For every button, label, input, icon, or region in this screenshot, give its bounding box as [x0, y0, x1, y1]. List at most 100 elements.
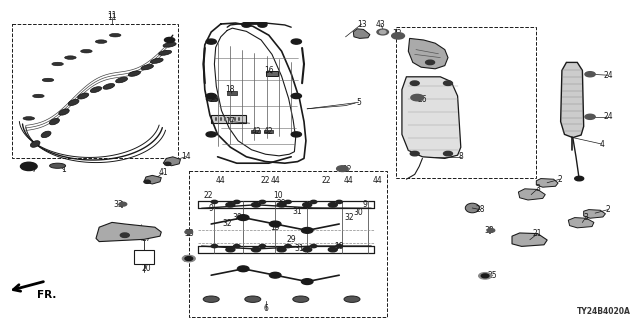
Circle shape — [479, 273, 492, 279]
Circle shape — [211, 244, 218, 248]
Circle shape — [20, 162, 37, 171]
Text: 19: 19 — [270, 223, 280, 232]
Circle shape — [426, 60, 435, 65]
Text: 25: 25 — [488, 271, 498, 280]
Text: 9: 9 — [209, 204, 214, 212]
Ellipse shape — [465, 203, 479, 213]
Circle shape — [487, 228, 495, 232]
Circle shape — [206, 132, 216, 137]
Circle shape — [237, 215, 249, 220]
Ellipse shape — [52, 62, 63, 66]
Text: 9: 9 — [362, 200, 367, 209]
Circle shape — [259, 200, 266, 204]
Circle shape — [234, 200, 240, 204]
Circle shape — [252, 203, 260, 207]
Circle shape — [303, 203, 312, 207]
Bar — [12, 24, 178, 158]
Circle shape — [277, 203, 286, 207]
Text: 28: 28 — [476, 205, 484, 214]
Text: 26: 26 — [417, 95, 428, 104]
Ellipse shape — [95, 40, 107, 43]
Text: 44: 44 — [344, 176, 354, 185]
Text: 1: 1 — [61, 165, 67, 174]
Circle shape — [285, 200, 291, 204]
Text: 27: 27 — [141, 234, 151, 243]
Ellipse shape — [408, 94, 426, 101]
Ellipse shape — [292, 296, 308, 302]
Circle shape — [237, 266, 249, 272]
Text: 11: 11 — [108, 13, 116, 22]
Circle shape — [234, 244, 240, 248]
Text: 44: 44 — [216, 176, 226, 185]
Bar — [266, 71, 278, 76]
Circle shape — [291, 39, 301, 44]
Text: 8: 8 — [458, 152, 463, 161]
Ellipse shape — [33, 94, 44, 98]
Ellipse shape — [116, 77, 127, 83]
Ellipse shape — [245, 296, 261, 302]
Text: 29: 29 — [276, 199, 287, 208]
Text: 3: 3 — [535, 184, 540, 193]
Text: 23: 23 — [209, 95, 220, 104]
Circle shape — [269, 272, 281, 278]
Circle shape — [301, 228, 313, 233]
Text: 42: 42 — [264, 127, 274, 136]
Polygon shape — [568, 218, 594, 228]
Text: 4: 4 — [599, 140, 604, 148]
Text: 2: 2 — [605, 205, 611, 214]
Ellipse shape — [77, 93, 89, 99]
Text: 3: 3 — [583, 213, 588, 222]
Bar — [227, 91, 237, 95]
Text: 12: 12 — [342, 165, 351, 174]
Ellipse shape — [65, 56, 76, 60]
Text: 22: 22 — [261, 176, 270, 185]
Text: 11: 11 — [108, 11, 116, 20]
Text: 44: 44 — [372, 176, 383, 185]
Ellipse shape — [204, 296, 219, 302]
Circle shape — [585, 114, 595, 119]
Text: 32: 32 — [344, 213, 354, 222]
Text: 30: 30 — [232, 213, 242, 222]
Text: 7: 7 — [31, 165, 36, 174]
Circle shape — [285, 244, 291, 248]
Text: 16: 16 — [264, 66, 274, 75]
Text: 20: 20 — [141, 264, 151, 273]
Circle shape — [310, 244, 317, 248]
Circle shape — [185, 257, 193, 260]
Text: 10: 10 — [273, 191, 284, 200]
Ellipse shape — [42, 78, 54, 82]
Text: 44: 44 — [270, 176, 280, 185]
Text: 32: 32 — [222, 220, 232, 228]
Circle shape — [392, 33, 404, 39]
Ellipse shape — [81, 50, 92, 53]
Circle shape — [252, 247, 260, 252]
Circle shape — [164, 37, 175, 43]
Circle shape — [328, 247, 337, 252]
Ellipse shape — [90, 87, 102, 92]
Ellipse shape — [41, 131, 51, 138]
Circle shape — [206, 39, 216, 44]
Text: 24: 24 — [603, 112, 613, 121]
Circle shape — [277, 247, 286, 252]
Text: 31: 31 — [292, 207, 303, 216]
Text: 6: 6 — [263, 304, 268, 313]
Circle shape — [310, 200, 317, 204]
Text: 5: 5 — [356, 98, 361, 107]
Text: 2: 2 — [557, 175, 563, 184]
Circle shape — [226, 203, 235, 207]
Text: 19: 19 — [334, 242, 344, 251]
Circle shape — [269, 221, 281, 227]
Bar — [134, 250, 154, 264]
Bar — [211, 115, 246, 123]
Circle shape — [410, 81, 419, 85]
Circle shape — [336, 200, 342, 204]
Bar — [251, 130, 260, 133]
Ellipse shape — [344, 296, 360, 302]
Text: 17: 17 — [225, 117, 236, 126]
Polygon shape — [536, 179, 558, 187]
Text: 12: 12 — [392, 29, 401, 38]
Ellipse shape — [103, 84, 115, 89]
Bar — [189, 171, 387, 317]
Polygon shape — [353, 29, 370, 38]
Circle shape — [242, 23, 251, 27]
